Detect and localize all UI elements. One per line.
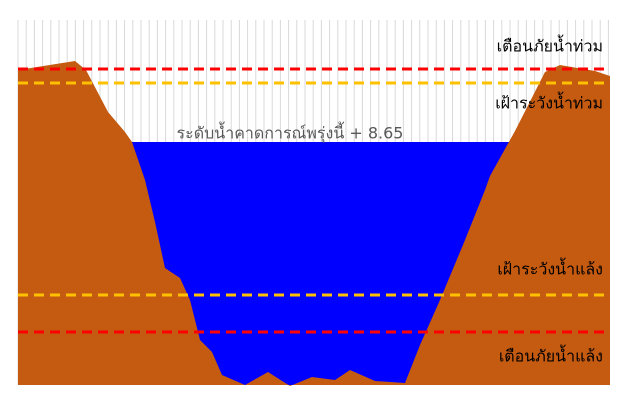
drought-watch-label: เฝ้าระวังน้ำแล้ง: [497, 258, 603, 279]
forecast-level-label: ระดับน้ำคาดการณ์พรุ่งนี้ + 8.65: [177, 122, 404, 144]
flood-watch-label: เฝ้าระวังน้ำท่วม: [495, 92, 603, 113]
cross-section-diagram: เตือนภัยน้ำท่วม เฝ้าระวังน้ำท่วม ระดับน้…: [0, 0, 621, 405]
flood-warning-label: เตือนภัยน้ำท่วม: [497, 35, 603, 56]
drought-warning-label: เตือนภัยน้ำแล้ง: [499, 345, 603, 366]
